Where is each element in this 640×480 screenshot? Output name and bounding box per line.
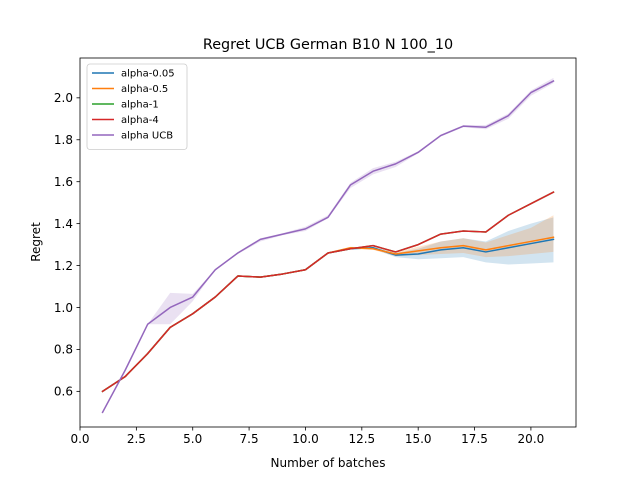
legend: alpha-0.05 alpha-0.5 alpha-1 alpha-4 alpha U… — [86, 63, 188, 150]
legend-label-alpha-ucb: alpha UCB — [121, 131, 173, 142]
chart-title: Regret UCB German B10 N 100_10 — [203, 37, 453, 53]
series-lines — [101, 80, 555, 414]
x-tick-label: 15.0 — [405, 432, 432, 446]
x-axis-label: Number of batches — [271, 456, 386, 470]
y-tick-label: 2.0 — [54, 91, 73, 105]
y-tick-label: 0.6 — [54, 385, 73, 399]
y-axis-label: Regret — [29, 222, 43, 262]
x-axis-ticks: 0.0 2.5 5.0 7.5 10.0 12.5 15.0 17.5 20.0 — [70, 427, 544, 446]
y-tick-label: 1.2 — [54, 259, 73, 273]
y-tick-label: 1.4 — [54, 217, 73, 231]
x-tick-label: 12.5 — [348, 432, 375, 446]
legend-label-alpha-1: alpha-1 — [121, 100, 159, 111]
legend-box — [86, 63, 188, 150]
y-tick-label: 1.0 — [54, 301, 73, 315]
line-alpha-ucb — [101, 80, 555, 414]
x-tick-label: 2.5 — [127, 432, 146, 446]
y-tick-label: 1.6 — [54, 175, 73, 189]
band-alpha-0-05 — [102, 217, 554, 392]
line-alpha-4 — [101, 191, 555, 393]
confidence-bands — [102, 77, 554, 413]
plot-frame — [79, 57, 577, 428]
legend-label-alpha-0-05: alpha-0.05 — [121, 69, 175, 80]
legend-label-alpha-4: alpha-4 — [121, 115, 159, 126]
x-tick-label: 0.0 — [70, 432, 89, 446]
x-tick-label: 17.5 — [461, 432, 488, 446]
legend-label-alpha-0-5: alpha-0.5 — [121, 84, 168, 95]
y-tick-label: 0.8 — [54, 343, 73, 357]
x-tick-label: 7.5 — [240, 432, 259, 446]
x-tick-label: 10.0 — [292, 432, 319, 446]
y-tick-label: 1.8 — [54, 133, 73, 147]
x-tick-label: 20.0 — [518, 432, 545, 446]
y-axis-ticks: 0.6 0.8 1.0 1.2 1.4 1.6 1.8 2.0 — [54, 91, 80, 399]
x-tick-label: 5.0 — [183, 432, 202, 446]
